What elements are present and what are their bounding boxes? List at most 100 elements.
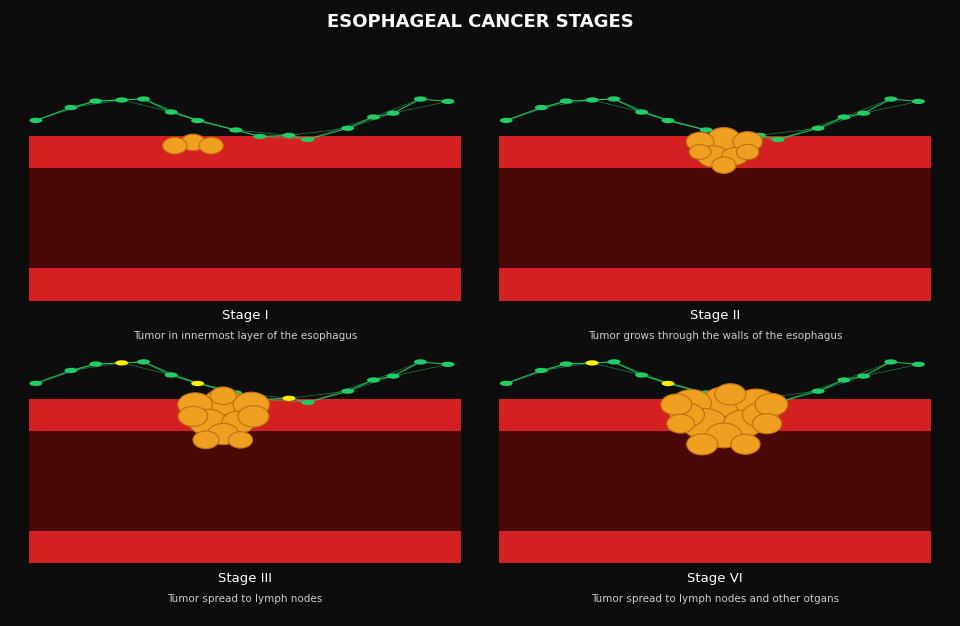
Circle shape: [722, 148, 748, 165]
Ellipse shape: [229, 127, 242, 133]
Ellipse shape: [115, 360, 128, 366]
Ellipse shape: [414, 96, 427, 101]
Ellipse shape: [137, 359, 150, 364]
Circle shape: [179, 406, 207, 426]
Circle shape: [742, 403, 779, 427]
Ellipse shape: [30, 381, 42, 386]
Text: Tumor in innermost layer of the esophagus: Tumor in innermost layer of the esophagu…: [132, 331, 357, 341]
Circle shape: [698, 146, 729, 167]
Circle shape: [199, 138, 223, 154]
Ellipse shape: [857, 111, 870, 116]
Bar: [499, 399, 931, 431]
Circle shape: [193, 431, 219, 449]
Ellipse shape: [535, 368, 548, 373]
Ellipse shape: [301, 137, 314, 142]
Circle shape: [233, 393, 270, 417]
Circle shape: [238, 406, 269, 427]
Circle shape: [706, 423, 742, 448]
Bar: [29, 399, 461, 531]
Circle shape: [670, 403, 705, 427]
Circle shape: [689, 145, 710, 160]
Ellipse shape: [837, 377, 851, 382]
Circle shape: [228, 432, 252, 448]
Ellipse shape: [586, 97, 598, 103]
Ellipse shape: [30, 118, 42, 123]
Ellipse shape: [608, 359, 620, 364]
Circle shape: [736, 145, 758, 160]
Ellipse shape: [636, 110, 648, 115]
Bar: [29, 531, 461, 563]
Ellipse shape: [857, 374, 870, 379]
Ellipse shape: [301, 400, 314, 405]
Circle shape: [189, 409, 228, 435]
Bar: [499, 268, 931, 300]
Ellipse shape: [884, 359, 898, 364]
Circle shape: [753, 414, 781, 434]
Bar: [29, 136, 461, 268]
Ellipse shape: [700, 390, 712, 396]
Circle shape: [715, 384, 746, 405]
Bar: [29, 399, 461, 431]
Text: Tumor grows through the walls of the esophagus: Tumor grows through the walls of the eso…: [588, 331, 843, 341]
Circle shape: [711, 157, 736, 173]
Bar: [499, 136, 931, 268]
Ellipse shape: [772, 137, 784, 142]
Text: Stage II: Stage II: [690, 309, 740, 322]
Circle shape: [667, 414, 694, 433]
Ellipse shape: [586, 360, 598, 366]
Circle shape: [204, 389, 242, 414]
Ellipse shape: [387, 374, 399, 379]
Ellipse shape: [367, 377, 380, 382]
Ellipse shape: [772, 400, 784, 405]
Circle shape: [660, 394, 692, 415]
Ellipse shape: [837, 115, 851, 120]
Circle shape: [731, 434, 760, 454]
Ellipse shape: [341, 389, 354, 394]
Circle shape: [735, 389, 777, 418]
Bar: [499, 136, 931, 168]
Bar: [499, 531, 931, 563]
Circle shape: [682, 408, 727, 439]
Ellipse shape: [724, 134, 737, 139]
Ellipse shape: [64, 105, 78, 110]
Circle shape: [180, 134, 205, 151]
Circle shape: [755, 393, 788, 416]
Bar: [499, 399, 931, 531]
Ellipse shape: [636, 372, 648, 377]
Ellipse shape: [700, 127, 712, 133]
Text: Stage III: Stage III: [218, 572, 272, 585]
Circle shape: [708, 128, 740, 150]
Ellipse shape: [414, 359, 427, 364]
Ellipse shape: [229, 390, 242, 396]
Ellipse shape: [165, 110, 178, 115]
Ellipse shape: [89, 361, 102, 367]
Bar: [29, 136, 461, 168]
Ellipse shape: [661, 381, 675, 386]
Ellipse shape: [64, 368, 78, 373]
Ellipse shape: [115, 97, 128, 103]
Ellipse shape: [191, 118, 204, 123]
Ellipse shape: [500, 118, 513, 123]
Circle shape: [210, 387, 236, 404]
Ellipse shape: [884, 96, 898, 101]
Ellipse shape: [387, 111, 399, 116]
Ellipse shape: [912, 362, 924, 367]
Circle shape: [207, 423, 239, 444]
Circle shape: [686, 434, 718, 455]
Ellipse shape: [341, 126, 354, 131]
Ellipse shape: [137, 96, 150, 101]
Circle shape: [686, 132, 714, 151]
Ellipse shape: [165, 372, 178, 377]
Ellipse shape: [608, 96, 620, 101]
Circle shape: [672, 389, 711, 417]
Ellipse shape: [811, 126, 825, 131]
Circle shape: [162, 138, 187, 154]
Text: Tumor spread to lymph nodes: Tumor spread to lymph nodes: [167, 594, 323, 603]
Ellipse shape: [442, 362, 454, 367]
Text: Stage VI: Stage VI: [687, 572, 743, 585]
Circle shape: [222, 411, 254, 433]
Circle shape: [703, 387, 746, 416]
Ellipse shape: [811, 389, 825, 394]
Ellipse shape: [282, 133, 296, 138]
Text: Tumor spread to lymph nodes and other otgans: Tumor spread to lymph nodes and other ot…: [591, 594, 839, 603]
